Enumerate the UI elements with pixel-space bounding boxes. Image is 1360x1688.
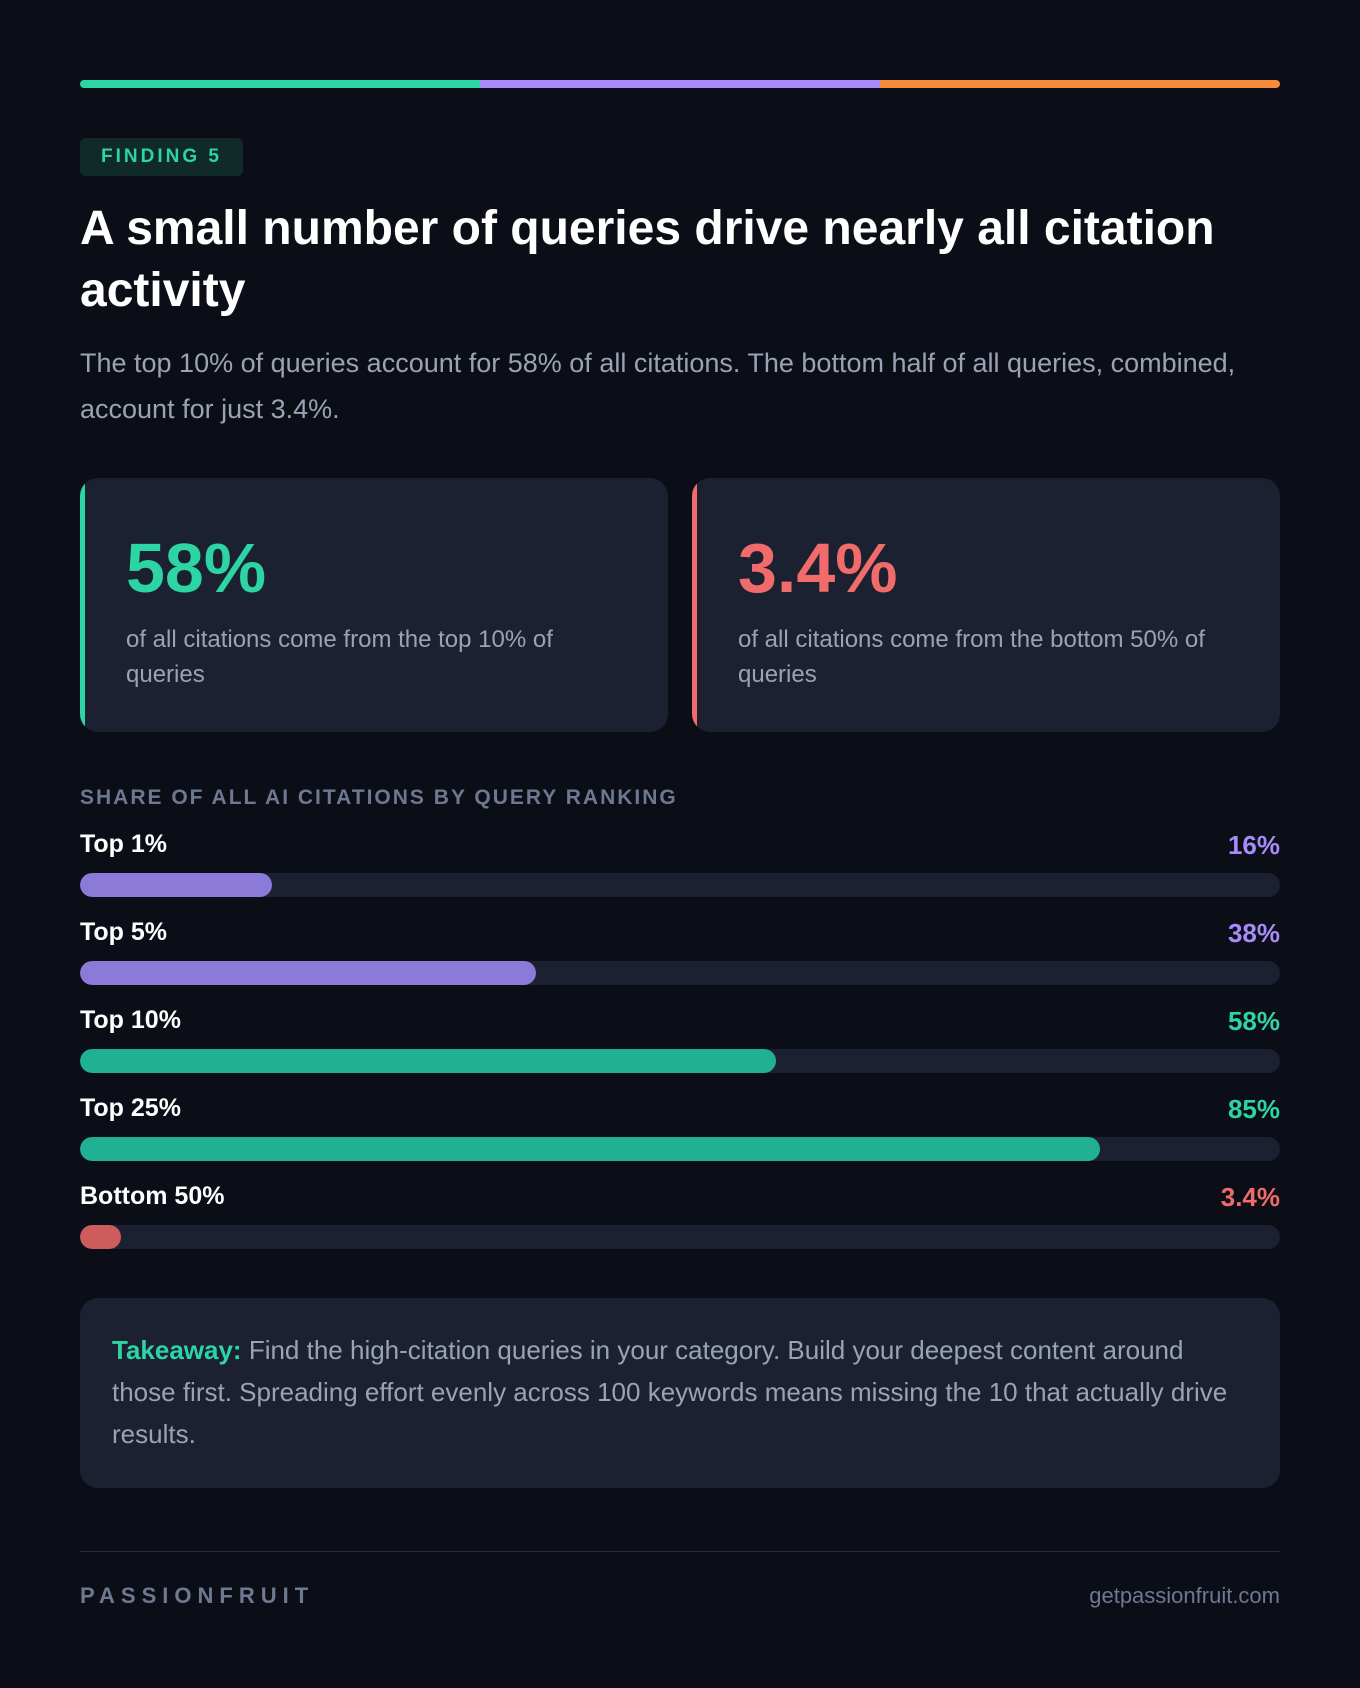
bar-row: Top 25% 85%	[80, 1092, 1280, 1180]
takeaway-lead: Takeaway:	[112, 1335, 242, 1365]
bar-track	[80, 961, 1280, 985]
bar-track	[80, 1049, 1280, 1073]
bar-fill	[80, 961, 536, 985]
page-title: A small number of queries drive nearly a…	[80, 202, 1215, 317]
brand-name: PASSIONFRUIT	[80, 1583, 315, 1608]
bar-track	[80, 1225, 1280, 1249]
bar-fill	[80, 1049, 776, 1073]
finding-badge: FINDING 5	[80, 138, 243, 176]
bar-value-label: 3.4%	[1220, 1182, 1280, 1212]
takeaway-text: Find the high-citation queries in your c…	[112, 1335, 1228, 1449]
accent-bar-purple	[480, 80, 880, 88]
bar-chart: Top 1% 16% Top 5% 38% Top 10% 58% Top 25% 85% Bo…	[80, 828, 1280, 1268]
stat-description: of all citations come from the top 10% o…	[126, 626, 553, 688]
accent-bar-green	[80, 80, 480, 88]
bar-value-label: 16%	[1227, 830, 1280, 860]
bar-value-label: 58%	[1227, 1006, 1280, 1036]
bar-row: Top 1% 16%	[80, 828, 1280, 916]
takeaway-box: Takeaway: Find the high-citation queries…	[80, 1298, 1280, 1488]
bar-label: Top 5%	[80, 918, 168, 946]
bar-row: Top 5% 38%	[80, 916, 1280, 1004]
stat-value: 58%	[126, 529, 267, 607]
bar-row: Bottom 50% 3.4%	[80, 1180, 1280, 1268]
bar-label: Top 10%	[80, 1006, 181, 1034]
bar-track	[80, 873, 1280, 897]
stat-value: 3.4%	[738, 529, 898, 607]
bar-fill	[80, 1225, 121, 1249]
bar-label: Top 1%	[80, 830, 168, 858]
stat-card-bottom: 3.4% of all citations come from the bott…	[692, 478, 1280, 732]
footer-divider	[80, 1551, 1280, 1552]
bar-label: Top 25%	[80, 1094, 181, 1122]
stat-description: of all citations come from the bottom 50…	[738, 626, 1205, 688]
stat-card-top: 58% of all citations come from the top 1…	[80, 478, 668, 732]
page-subtitle: The top 10% of queries account for 58% o…	[80, 348, 1236, 424]
bar-row: Top 10% 58%	[80, 1004, 1280, 1092]
chart-title: SHARE OF ALL AI CITATIONS BY QUERY RANKI…	[80, 786, 678, 809]
bar-fill	[80, 873, 272, 897]
bar-label: Bottom 50%	[80, 1182, 225, 1210]
bar-value-label: 38%	[1227, 918, 1280, 948]
bar-value-label: 85%	[1227, 1094, 1280, 1124]
bar-track	[80, 1137, 1280, 1161]
site-link[interactable]: getpassionfruit.com	[1089, 1583, 1280, 1608]
bar-fill	[80, 1137, 1100, 1161]
accent-bar-orange	[880, 80, 1280, 88]
accent-bar	[80, 80, 1280, 88]
